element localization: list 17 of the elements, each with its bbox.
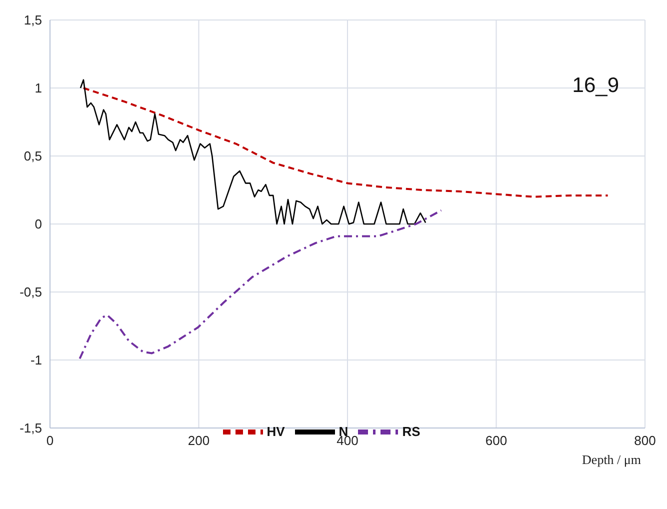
- y-tick-label: 1: [34, 80, 42, 96]
- line-series: [78, 209, 442, 360]
- annotation: 16_9: [572, 74, 619, 98]
- y-tick-label: -0,5: [20, 284, 42, 300]
- x-tick-label: 600: [485, 433, 508, 448]
- y-tick-label: -1,5: [20, 420, 42, 436]
- y-tick-label: 0: [34, 216, 42, 232]
- y-tick-label: 1,5: [24, 12, 42, 28]
- y-tick-label: -1: [30, 352, 42, 368]
- x-tick-label: 800: [634, 433, 656, 448]
- line-series: [80, 79, 426, 225]
- x-tick-label: 200: [188, 433, 210, 448]
- x-axis-title: Depth / μm: [582, 452, 641, 467]
- legend-label: RS: [402, 424, 420, 440]
- legend-label: HV: [266, 424, 285, 440]
- x-tick-label: 0: [46, 433, 54, 448]
- y-tick-label: 0,5: [24, 148, 42, 164]
